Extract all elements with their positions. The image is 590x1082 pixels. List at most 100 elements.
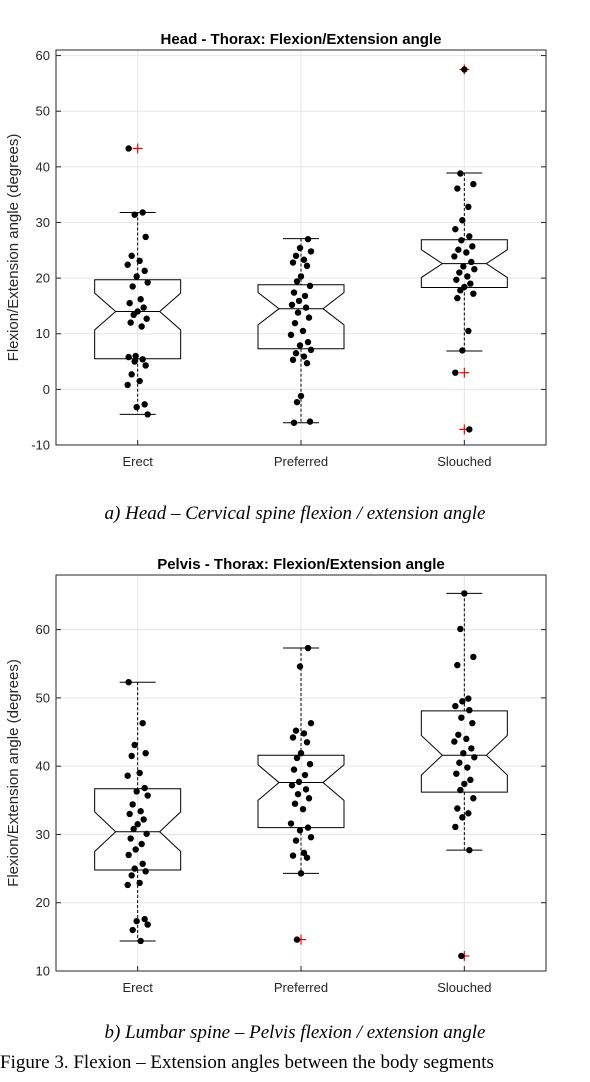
data-point (143, 830, 150, 837)
data-point (127, 319, 134, 326)
y-tick-label: 30 (36, 215, 50, 230)
data-point (289, 356, 297, 364)
y-tick-label: 60 (36, 48, 50, 63)
data-point (297, 750, 305, 757)
data-point (456, 269, 463, 276)
data-point (125, 678, 132, 686)
data-point (293, 936, 301, 943)
y-tick-label: 30 (36, 827, 50, 842)
data-point (289, 259, 297, 266)
data-point (124, 881, 131, 889)
data-point (303, 739, 311, 746)
data-point (299, 327, 307, 335)
data-point (291, 800, 299, 807)
y-tick-label: 10 (36, 964, 50, 979)
data-point (287, 331, 295, 339)
pelvis-thorax-chart: Pelvis - Thorax: Flexion/Extension angle… (0, 555, 590, 1010)
data-point (300, 730, 308, 737)
data-point (292, 727, 300, 734)
data-point (291, 319, 299, 327)
data-point (301, 292, 309, 300)
data-point (137, 808, 144, 815)
plot-frame (55, 49, 547, 446)
data-point (140, 816, 147, 823)
chart-title: Head - Thorax: Flexion/Extension angle (161, 31, 442, 48)
data-point (452, 225, 459, 233)
data-point (131, 358, 138, 365)
data-point (459, 698, 466, 705)
x-tick-label: Erect (122, 980, 153, 995)
pelvis-thorax-plot: Pelvis - Thorax: Flexion/Extension angle… (5, 556, 547, 995)
data-point (144, 792, 151, 799)
data-point (458, 237, 465, 244)
data-point (459, 814, 466, 821)
data-point (469, 243, 476, 250)
data-point (139, 719, 146, 727)
data-point (466, 706, 473, 714)
notched-box (257, 284, 345, 350)
data-point (143, 315, 150, 322)
data-point (471, 265, 478, 273)
data-point (457, 786, 464, 794)
data-point (129, 283, 136, 290)
x-tick-label: Erect (122, 454, 153, 469)
data-point (306, 760, 314, 768)
data-point (288, 301, 296, 309)
y-tick-label: 20 (36, 895, 50, 910)
y-tick-label: 10 (36, 326, 50, 341)
data-point (131, 211, 138, 218)
data-point (139, 356, 146, 363)
head-thorax-chart: Head - Thorax: Flexion/Extension angle Fl… (0, 30, 590, 485)
data-point (307, 248, 315, 255)
data-point (307, 719, 315, 727)
data-point (463, 735, 470, 743)
data-point (296, 244, 304, 252)
data-point (453, 276, 460, 283)
data-point (466, 233, 473, 240)
data-point (465, 327, 472, 335)
data-point (292, 837, 300, 844)
data-point (142, 750, 149, 757)
y-tick-label: 20 (36, 271, 50, 286)
x-tick-label: Slouched (437, 454, 491, 469)
data-point (470, 653, 477, 661)
data-point (137, 296, 144, 303)
data-point (294, 309, 302, 316)
y-tick-label: -10 (31, 438, 50, 453)
data-point (295, 778, 303, 786)
data-point (141, 267, 148, 275)
data-point (451, 738, 458, 745)
data-point (466, 426, 473, 433)
data-point (467, 776, 474, 784)
data-point (470, 290, 477, 297)
data-point (461, 780, 468, 788)
data-point (128, 371, 135, 378)
data-point (456, 759, 463, 766)
data-point (289, 734, 297, 741)
data-point (293, 398, 301, 406)
data-point (457, 625, 464, 633)
data-point (127, 835, 134, 842)
y-tick-label: 40 (36, 759, 50, 774)
data-point (138, 323, 145, 330)
data-point (290, 766, 298, 773)
data-point (300, 256, 308, 263)
notched-box (420, 710, 508, 793)
data-point (142, 233, 149, 241)
data-point (452, 369, 459, 376)
data-point (124, 261, 131, 268)
data-point (293, 278, 301, 285)
data-point (465, 695, 472, 702)
data-point (306, 282, 314, 290)
data-point (300, 849, 308, 857)
data-point (301, 771, 309, 779)
data-point (464, 764, 471, 771)
data-point (290, 289, 298, 296)
data-point (139, 860, 146, 868)
data-point (452, 702, 459, 710)
data-point (124, 381, 131, 389)
y-tick-label: 50 (36, 104, 50, 119)
plot-frame (55, 574, 547, 972)
data-point (297, 392, 305, 400)
data-point (296, 827, 304, 834)
